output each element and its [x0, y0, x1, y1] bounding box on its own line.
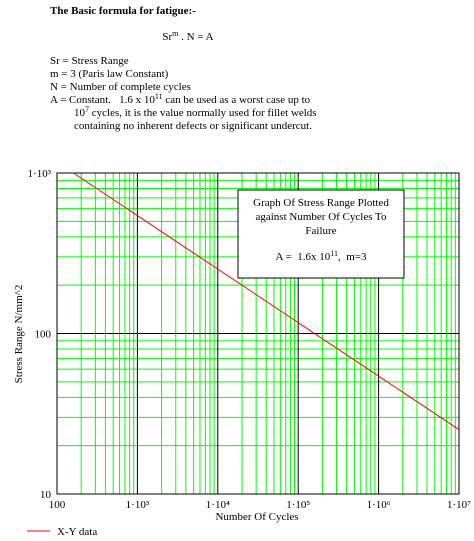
- annotation-text: A = 1.6x 1011, m=3: [275, 249, 367, 264]
- note-line: A = Constant. 1.6 x 1011 can be used as …: [50, 92, 311, 107]
- x-tick-label: 100: [49, 499, 66, 511]
- data-line: [73, 172, 460, 430]
- text-part: 10: [74, 107, 86, 119]
- text-part: containing no inherent defects or signif…: [74, 120, 312, 132]
- x-tick-label: 1·10⁵: [286, 499, 310, 511]
- formula: Srm . N = A: [162, 29, 213, 44]
- y-tick-label: 10: [40, 489, 52, 501]
- text-part: A = Constant. 1.6 x 10: [50, 94, 155, 106]
- x-tick-label: 1·10⁶: [367, 499, 391, 511]
- annotation-box: [237, 189, 405, 279]
- x-tick-label: 1·10⁷: [447, 499, 471, 511]
- text-part: , m=3: [338, 251, 367, 263]
- plot-frame: [56, 172, 460, 495]
- annotation-text: Failure: [305, 225, 336, 237]
- annotation-text: Graph Of Stress Range Plotted: [253, 197, 389, 209]
- superscript: 11: [155, 92, 163, 101]
- superscript: 11: [330, 249, 338, 258]
- legend-label: X-Y data: [57, 526, 97, 538]
- x-axis-label: Number Of Cycles: [215, 511, 298, 523]
- y-axis-label: Stress Range N/mm^2: [13, 285, 25, 384]
- text-part: cycles, it is the value normally used fo…: [89, 107, 317, 119]
- heading: The Basic formula for fatigue:-: [50, 5, 196, 17]
- text-part: can be used as a worst case up to: [163, 94, 311, 106]
- text-part: Failure: [305, 225, 336, 237]
- text-part: against Number Of Cycles To: [255, 211, 387, 223]
- definition: Sr = Stress Range: [50, 55, 129, 67]
- definition: N = Number of complete cycles: [50, 81, 191, 93]
- note-line: containing no inherent defects or signif…: [74, 120, 312, 132]
- x-tick-label: 1·10⁴: [206, 499, 230, 511]
- text-part: Graph Of Stress Range Plotted: [253, 197, 389, 209]
- superscript: 7: [85, 105, 89, 114]
- note-line: 107 cycles, it is the value normally use…: [74, 105, 317, 120]
- text-part: A = 1.6x 10: [275, 251, 330, 263]
- x-tick-label: 1·10³: [126, 499, 150, 511]
- text-part: . N = A: [178, 31, 213, 43]
- y-tick-label: 1·10³: [28, 168, 52, 180]
- superscript: m: [172, 29, 179, 38]
- definition: m = 3 (Paris law Constant): [50, 68, 169, 80]
- y-tick-label: 100: [35, 329, 52, 341]
- annotation-text: against Number Of Cycles To: [255, 211, 387, 223]
- text-part: Sr: [162, 31, 172, 43]
